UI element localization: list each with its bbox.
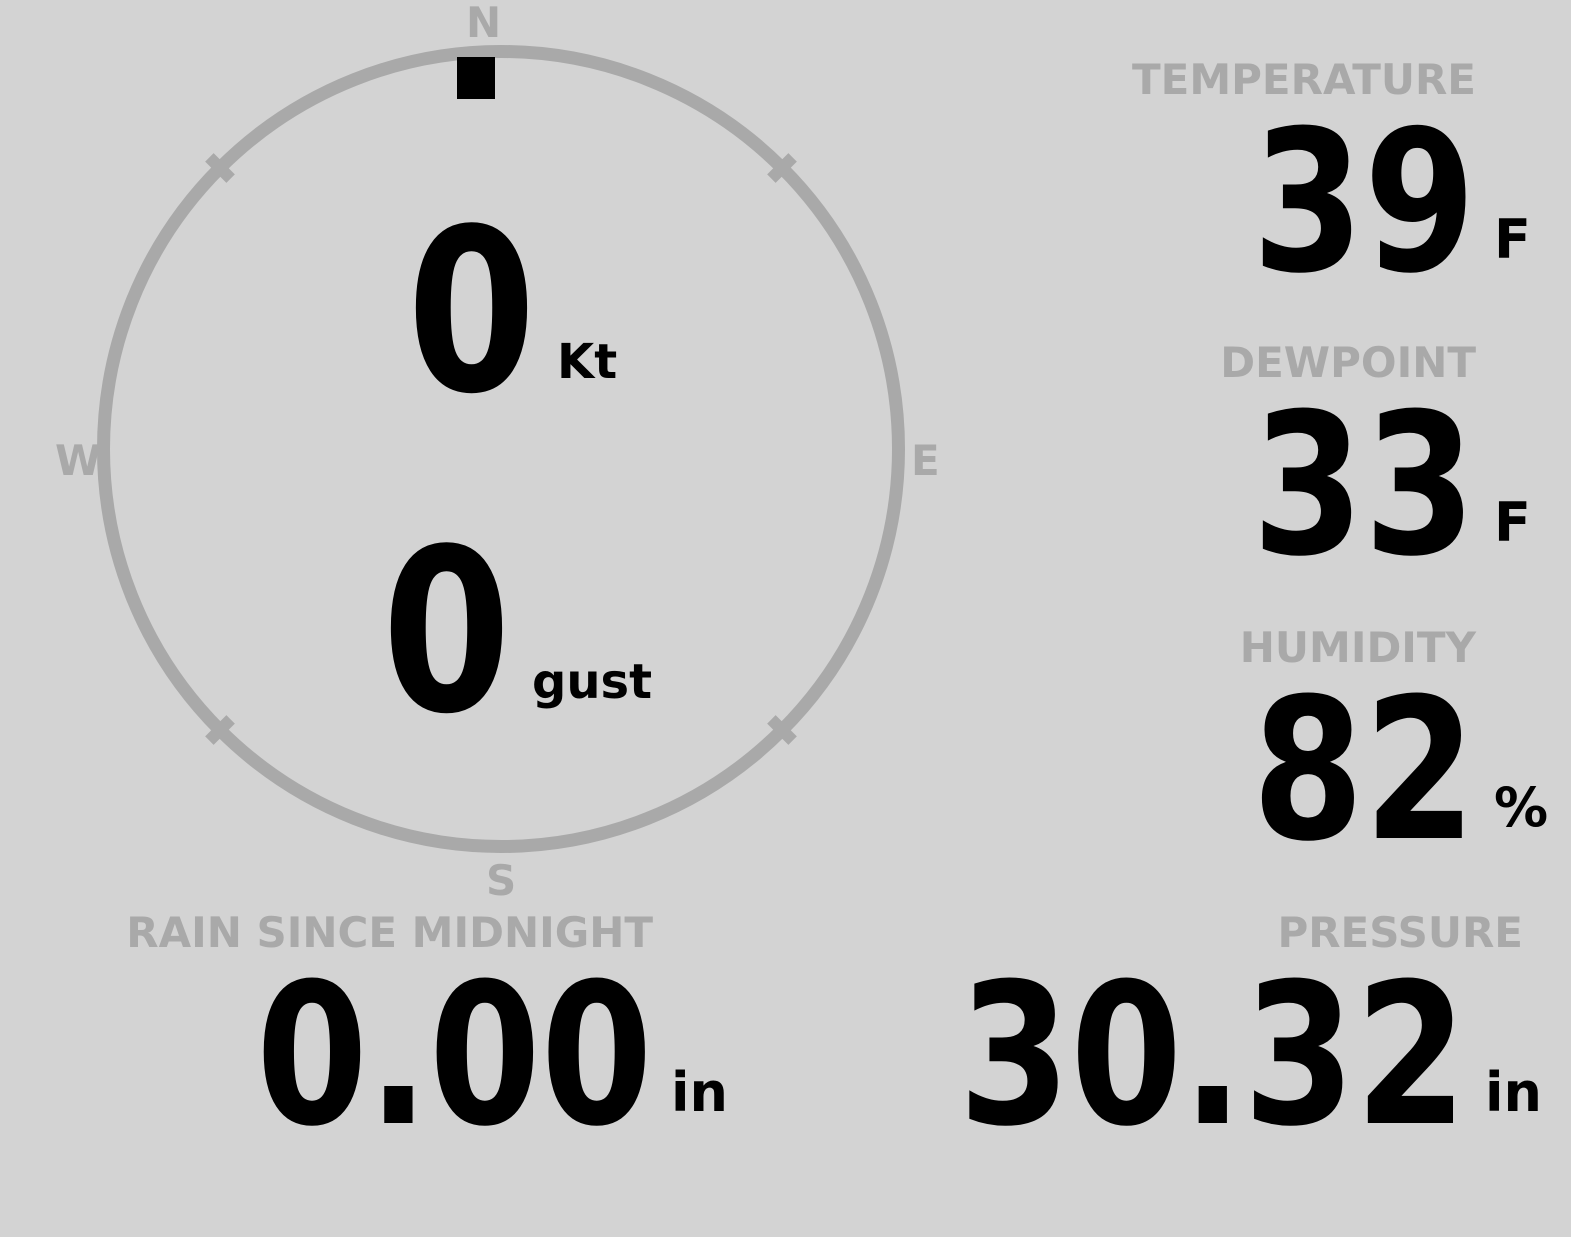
- temperature-unit: F: [1494, 208, 1531, 271]
- rain-value: 0.00: [256, 942, 653, 1170]
- temperature-label: TEMPERATURE: [1132, 55, 1476, 104]
- humidity-value: 82: [1252, 657, 1476, 885]
- rain-unit: in: [671, 1061, 728, 1124]
- wind-gust-unit: gust: [532, 654, 653, 710]
- humidity-stat: HUMIDITY 82 %: [1203, 623, 1548, 885]
- wind-speed-unit: Kt: [557, 334, 618, 390]
- pressure-label: PRESSURE: [1277, 908, 1523, 957]
- dewpoint-stat: DEWPOINT 33 F: [1203, 338, 1531, 600]
- temperature-stat: TEMPERATURE 39 F: [1132, 55, 1531, 317]
- compass-label-east: E: [911, 436, 940, 485]
- dewpoint-unit: F: [1494, 491, 1531, 554]
- wind-gust: 0 gust: [382, 501, 652, 764]
- pressure-stat: PRESSURE 30.32 in: [847, 912, 1542, 1170]
- humidity-label: HUMIDITY: [1239, 623, 1476, 672]
- dewpoint-label: DEWPOINT: [1220, 338, 1476, 387]
- compass-label-south: S: [486, 856, 517, 905]
- pressure-value: 30.32: [958, 942, 1467, 1170]
- compass-label-north: N: [466, 0, 502, 47]
- rain-label: RAIN SINCE MIDNIGHT: [126, 908, 653, 957]
- wind-direction-marker: [457, 57, 495, 99]
- wind-speed: 0 Kt: [407, 181, 617, 444]
- compass-label-west: W: [55, 436, 102, 485]
- temperature-value: 39: [1252, 89, 1476, 317]
- pressure-unit: in: [1485, 1061, 1542, 1124]
- wind-gust-value: 0: [382, 501, 511, 764]
- humidity-unit: %: [1494, 776, 1549, 839]
- wind-speed-value: 0: [407, 181, 536, 444]
- dewpoint-value: 33: [1252, 372, 1476, 600]
- rain-stat: RAIN SINCE MIDNIGHT 0.00 in: [126, 908, 728, 1170]
